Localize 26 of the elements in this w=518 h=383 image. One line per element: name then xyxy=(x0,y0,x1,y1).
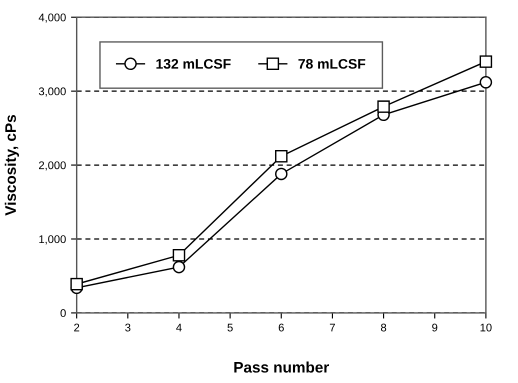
y-axis-title: Viscosity, cPs xyxy=(4,115,19,216)
point xyxy=(172,249,186,262)
x-axis-title: Pass number xyxy=(234,361,330,373)
point xyxy=(480,55,492,68)
y-tick-label: 1,000 xyxy=(39,235,66,244)
y-tick-label: 4,000 xyxy=(38,14,66,23)
x-tick-label: 7 xyxy=(330,324,335,332)
point xyxy=(377,100,390,113)
point xyxy=(70,278,83,290)
point xyxy=(172,260,186,274)
legend-label: 78 mLCSF xyxy=(298,58,366,69)
x-tick-label: 8 xyxy=(380,324,386,332)
y-tick-label: 2,000 xyxy=(39,161,66,171)
x-tick-label: 5 xyxy=(227,324,233,332)
point xyxy=(480,76,492,89)
x-tick-label: 6 xyxy=(278,324,284,332)
x-tick-label: 9 xyxy=(432,324,438,332)
x-tick-label: 4 xyxy=(176,324,182,332)
point xyxy=(275,168,288,180)
point xyxy=(275,150,288,162)
legend-label: 132 mLCSF xyxy=(156,58,231,69)
y-tick-label: 0 xyxy=(60,309,66,318)
y-tick-label: 3,000 xyxy=(38,87,66,97)
x-tick-label: 10 xyxy=(480,324,492,332)
x-tick-label: 2 xyxy=(74,324,80,332)
x-tick-label: 3 xyxy=(125,324,130,332)
